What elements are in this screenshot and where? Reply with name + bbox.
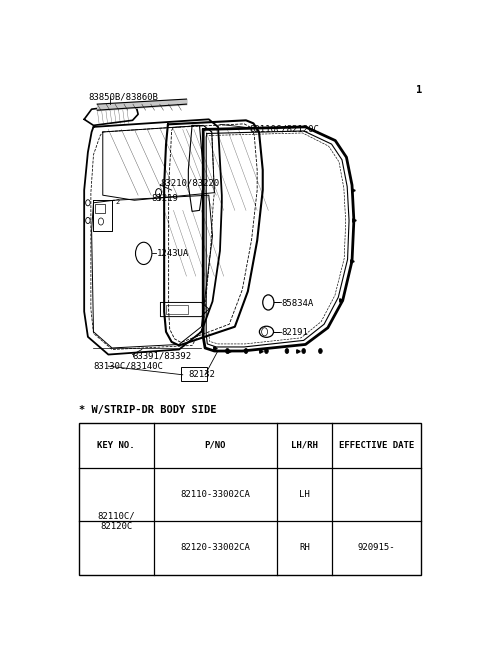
Text: RH: RH — [299, 543, 310, 553]
Text: 82132: 82132 — [188, 371, 215, 379]
Circle shape — [319, 348, 322, 353]
Text: KEY NO.: KEY NO. — [97, 441, 135, 450]
Text: 2: 2 — [116, 199, 120, 205]
Text: * W/STRIP-DR BODY SIDE: * W/STRIP-DR BODY SIDE — [79, 405, 216, 415]
Text: 82110C/
82120C: 82110C/ 82120C — [97, 511, 135, 531]
Text: 82110-33002CA: 82110-33002CA — [180, 490, 251, 499]
FancyBboxPatch shape — [79, 423, 421, 575]
Text: P/NO: P/NO — [205, 441, 226, 450]
Text: EFFECTIVE DATE: EFFECTIVE DATE — [339, 441, 414, 450]
Text: LH/RH: LH/RH — [291, 441, 318, 450]
Text: LH: LH — [299, 490, 310, 499]
Circle shape — [285, 348, 289, 353]
Text: 1243UA: 1243UA — [156, 249, 189, 258]
Text: 82110C/82120C: 82110C/82120C — [250, 125, 320, 134]
Text: 83210/83220: 83210/83220 — [160, 178, 219, 187]
Text: 920915-: 920915- — [358, 543, 395, 553]
Text: 83391/83392: 83391/83392 — [132, 351, 192, 360]
Text: 85834A: 85834A — [281, 299, 313, 308]
Circle shape — [302, 348, 305, 353]
Circle shape — [264, 348, 268, 353]
Circle shape — [244, 348, 248, 353]
Text: 1: 1 — [417, 85, 423, 95]
Text: 83219: 83219 — [151, 194, 178, 203]
Text: 82120-33002CA: 82120-33002CA — [180, 543, 251, 553]
Text: 83130C/83140C: 83130C/83140C — [94, 362, 163, 371]
Circle shape — [226, 348, 229, 353]
Text: 82191: 82191 — [281, 328, 308, 337]
Text: 83850B/83860B: 83850B/83860B — [88, 92, 158, 101]
